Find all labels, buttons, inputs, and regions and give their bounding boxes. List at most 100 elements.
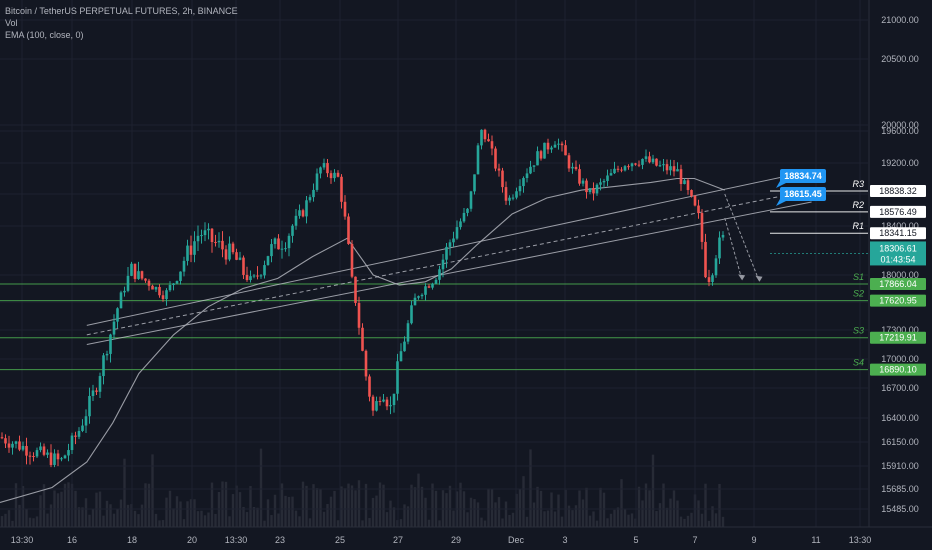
volume-bar — [67, 482, 70, 527]
candle-body — [238, 257, 242, 260]
candle-body — [165, 290, 168, 300]
candle-body — [11, 443, 14, 448]
volume-bar — [245, 512, 249, 527]
candle-body — [371, 396, 375, 411]
volume-bar — [413, 487, 417, 527]
candle-body — [476, 145, 480, 175]
x-tick-label: 3 — [562, 535, 567, 545]
volume-bar — [305, 485, 308, 527]
candle-body — [172, 283, 175, 286]
candle-body — [693, 195, 697, 206]
volume-bar — [28, 517, 32, 527]
volume-bar — [385, 512, 389, 527]
volume-bar — [658, 503, 662, 527]
legend-symbol[interactable]: Bitcoin / TetherUS PERPETUAL FUTURES, 2h… — [5, 6, 238, 16]
volume-bar — [448, 485, 452, 527]
volume-bar — [546, 510, 550, 527]
candle-body — [473, 174, 476, 192]
y-tick-label: 15485.00 — [881, 504, 919, 514]
candle-body — [536, 151, 539, 166]
candle-body — [669, 166, 672, 171]
y-tick-label: 21000.00 — [881, 15, 919, 25]
candle-body — [585, 180, 588, 193]
volume-bar — [214, 513, 217, 527]
candle-body — [126, 275, 130, 291]
volume-bar — [172, 508, 175, 527]
volume-bar — [473, 499, 476, 527]
volume-bar — [287, 496, 291, 527]
legend-ema[interactable]: EMA (100, close, 0) — [5, 30, 84, 40]
volume-bar — [431, 483, 434, 527]
volume-bar — [133, 510, 137, 527]
candle-body — [336, 172, 340, 177]
candle-body — [168, 285, 172, 291]
candle-body — [417, 296, 420, 298]
volume-bar — [497, 497, 501, 527]
volume-bar — [644, 483, 648, 527]
volume-bar — [487, 488, 490, 527]
candle-body — [231, 243, 235, 253]
volume-bar — [179, 501, 182, 527]
candle-body — [350, 243, 354, 277]
volume-bar — [574, 505, 578, 527]
candle-body — [210, 228, 214, 243]
level-tag-s1: S1 — [853, 272, 864, 282]
candle-body — [403, 341, 406, 352]
candle-body — [487, 139, 490, 142]
volume-bar — [196, 511, 200, 527]
volume-bar — [263, 520, 266, 527]
candle-body — [119, 292, 123, 309]
volume-bar — [329, 496, 333, 527]
candle-body — [105, 353, 109, 356]
candle-body — [641, 158, 644, 165]
volume-bar — [319, 489, 322, 527]
candle-body — [494, 148, 497, 169]
volume-bar — [350, 485, 354, 527]
volume-bar — [410, 484, 413, 527]
candle-body — [392, 393, 396, 406]
candle-body — [252, 275, 256, 277]
candle-body — [158, 286, 161, 296]
volume-bar — [63, 483, 67, 527]
volume-bar — [84, 498, 88, 527]
target-callout-pointer — [776, 181, 786, 188]
x-tick-label: Dec — [508, 535, 525, 545]
y-tick-label: 19200.00 — [881, 158, 919, 168]
candle-body — [280, 248, 284, 250]
volume-bar — [375, 495, 378, 527]
candle-body — [32, 456, 35, 458]
volume-bar — [102, 515, 105, 527]
candle-body — [396, 361, 399, 394]
volume-bar — [420, 486, 424, 527]
level-tag-r3: R3 — [852, 179, 864, 189]
volume-bar — [602, 492, 606, 527]
candle-body — [140, 271, 144, 279]
candle-body — [455, 227, 459, 239]
candle-body — [144, 278, 147, 281]
candle-body — [571, 166, 574, 169]
candle-body — [319, 167, 322, 174]
volume-bar — [483, 520, 487, 527]
volume-bar — [280, 483, 284, 527]
volume-bar — [182, 519, 186, 527]
candle-body — [63, 455, 67, 459]
candle-body — [70, 435, 74, 451]
candle-body — [186, 245, 189, 261]
candle-body — [490, 141, 494, 149]
candle-body — [718, 237, 721, 259]
channel-line — [86, 201, 812, 345]
legend-volume[interactable]: Vol — [5, 18, 18, 28]
current-price-tag[interactable] — [870, 241, 926, 266]
channel-line — [86, 189, 812, 336]
target-callout[interactable] — [780, 169, 826, 183]
target-callout[interactable] — [780, 187, 826, 201]
volume-bar — [308, 518, 312, 527]
x-tick-label: 29 — [451, 535, 461, 545]
candle-body — [368, 376, 371, 397]
x-tick-label: 27 — [393, 535, 403, 545]
volume-bar — [553, 511, 557, 527]
candle-body — [644, 156, 648, 159]
volume-bar — [623, 509, 627, 527]
